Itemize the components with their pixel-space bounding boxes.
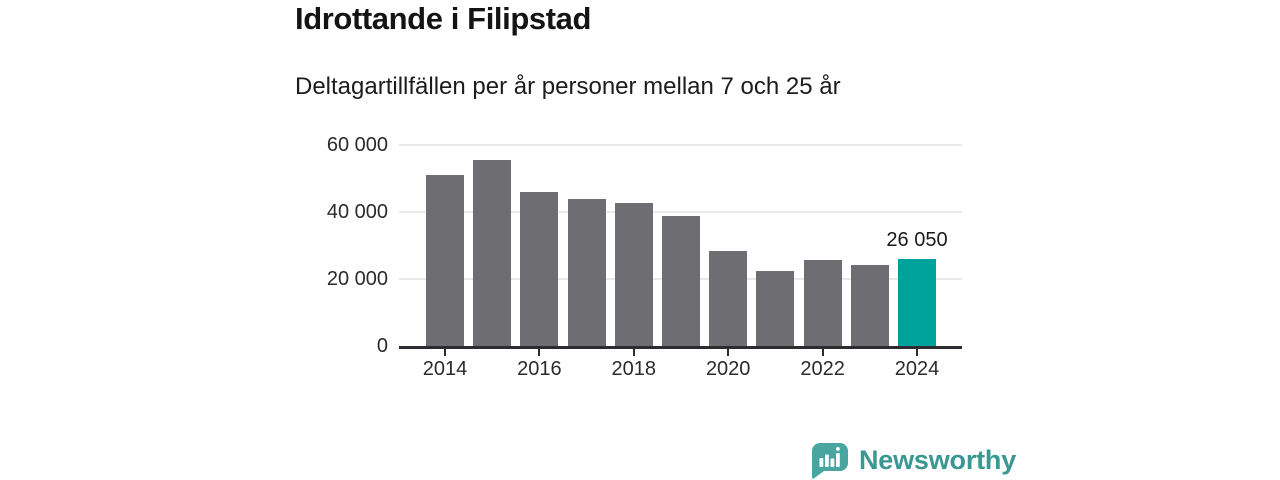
y-tick-label: 60 000	[326, 134, 388, 156]
logo-bar-icon	[825, 454, 829, 467]
x-tick-label: 2022	[800, 358, 845, 380]
logo-exclamation-bar-icon	[836, 453, 840, 467]
x-tick-label: 2024	[894, 358, 940, 380]
chart-subtitle: Deltagartillfällen per år personer mella…	[295, 73, 841, 100]
x-tick-label: 2016	[517, 358, 562, 380]
x-tick	[444, 349, 446, 356]
bar-2021	[756, 270, 795, 346]
bar-2017	[567, 199, 606, 346]
chart-title: Idrottande i Filipstad	[295, 1, 592, 36]
x-tick-label: 2020	[705, 358, 751, 380]
x-tick	[727, 349, 730, 356]
y-tick-label: 20 000	[326, 268, 388, 290]
y-axis-labels: 0 20 000 40 000 60 000	[280, 134, 388, 357]
bar-2019	[662, 215, 700, 346]
bar-2016	[520, 192, 559, 346]
x-tick	[916, 349, 918, 356]
x-tick-label: 2014	[422, 358, 468, 380]
gridline	[399, 211, 962, 213]
value-label: 26 050	[886, 228, 948, 251]
newsworthy-logo-text: Newsworthy	[859, 445, 1017, 475]
x-tick	[632, 349, 635, 356]
bar-2018	[614, 202, 653, 346]
bar-2020	[709, 250, 748, 346]
bar-2024	[898, 258, 936, 346]
gridline	[399, 144, 962, 146]
bar-2022	[803, 260, 842, 346]
y-tick-label: 40 000	[326, 201, 388, 223]
newsworthy-logo: Newsworthy	[810, 440, 1016, 480]
x-tick	[821, 349, 824, 356]
logo-exclamation-dot-icon	[836, 447, 840, 451]
logo-bar-icon	[830, 458, 835, 467]
bar-2014	[426, 175, 464, 346]
newsworthy-logo-icon	[812, 443, 848, 479]
y-tick-label: 0	[376, 335, 388, 357]
x-tick-label: 2018	[611, 358, 657, 380]
x-tick	[538, 349, 541, 356]
bar-2023	[850, 265, 889, 346]
logo-bar-icon	[819, 458, 824, 467]
plot-area: 26 050	[399, 144, 962, 356]
x-axis-labels: 2014 2016 2018 2020 2022 2024	[399, 357, 962, 383]
bar-2015	[473, 159, 512, 346]
